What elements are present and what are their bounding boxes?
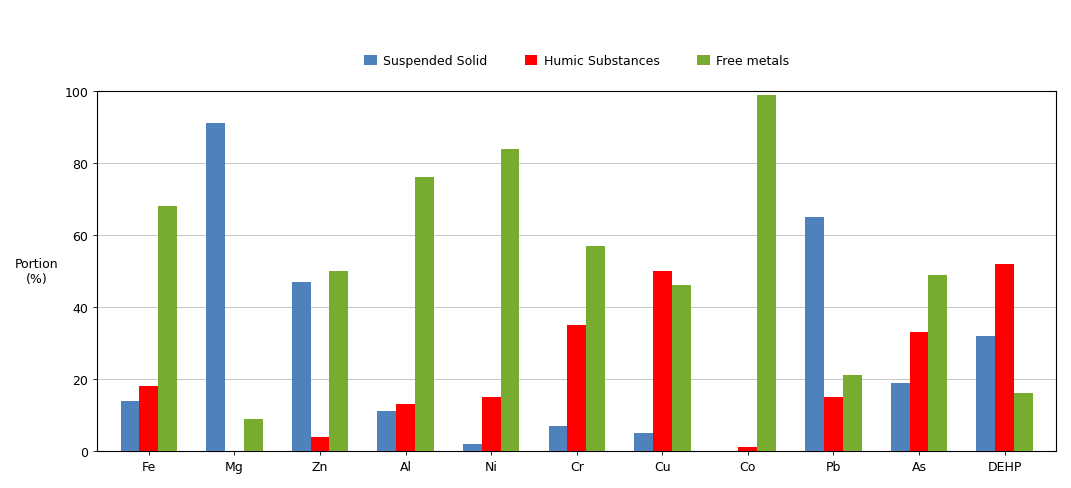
- Bar: [244, 419, 262, 451]
- Bar: [757, 95, 776, 451]
- Bar: [291, 282, 311, 451]
- Bar: [995, 264, 1014, 451]
- Bar: [414, 178, 434, 451]
- Bar: [805, 218, 824, 451]
- Bar: [929, 275, 948, 451]
- Bar: [739, 447, 757, 451]
- Bar: [977, 336, 995, 451]
- Bar: [482, 397, 500, 451]
- Bar: [121, 401, 139, 451]
- Y-axis label: Portion
(%): Portion (%): [15, 258, 59, 285]
- Bar: [207, 124, 225, 451]
- Bar: [377, 411, 396, 451]
- Bar: [843, 376, 862, 451]
- Bar: [330, 271, 348, 451]
- Bar: [672, 286, 691, 451]
- Bar: [311, 437, 330, 451]
- Bar: [159, 207, 177, 451]
- Bar: [634, 433, 653, 451]
- Bar: [500, 149, 519, 451]
- Bar: [891, 383, 909, 451]
- Bar: [1014, 393, 1032, 451]
- Bar: [463, 444, 482, 451]
- Bar: [548, 426, 568, 451]
- Bar: [824, 397, 843, 451]
- Bar: [139, 386, 159, 451]
- Bar: [653, 271, 672, 451]
- Bar: [396, 405, 414, 451]
- Legend: Suspended Solid, Humic Substances, Free metals: Suspended Solid, Humic Substances, Free …: [361, 51, 793, 72]
- Bar: [586, 246, 605, 451]
- Bar: [909, 332, 929, 451]
- Bar: [568, 325, 586, 451]
